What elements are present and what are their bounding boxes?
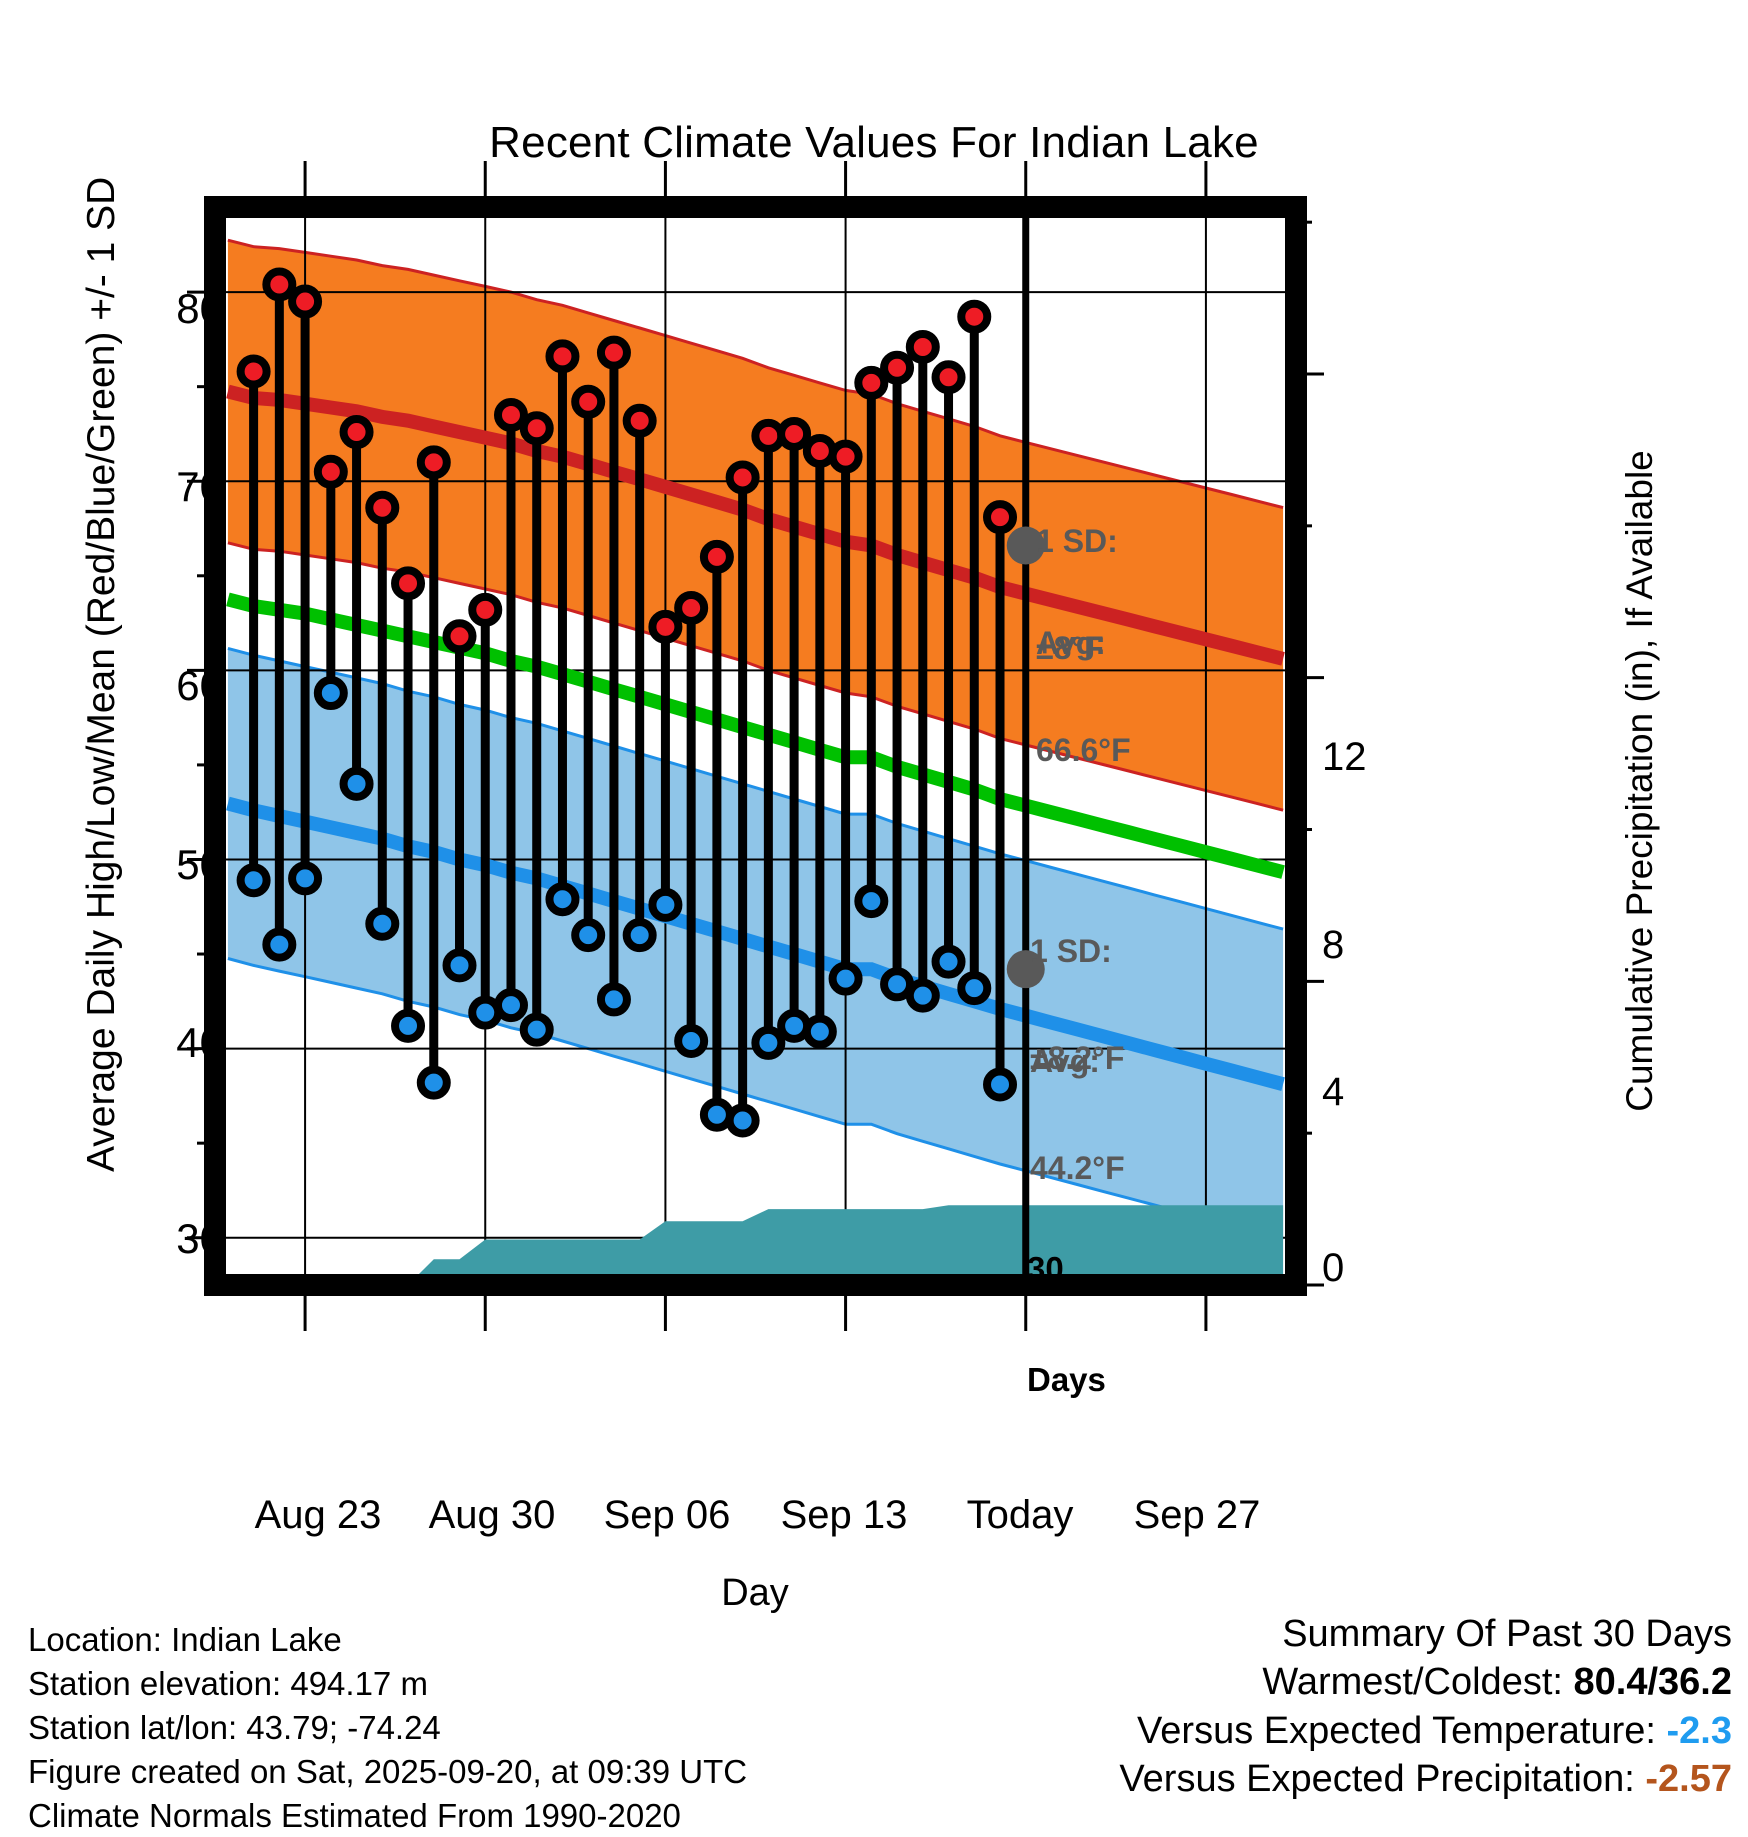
daily-high-marker bbox=[936, 364, 962, 390]
daily-high-marker bbox=[266, 272, 292, 298]
plot-content bbox=[215, 207, 1296, 1285]
daily-low-marker bbox=[627, 922, 653, 948]
daily-low-marker bbox=[601, 986, 627, 1012]
summary-vs-temperature: Versus Expected Temperature: -2.3 bbox=[1119, 1707, 1732, 1755]
daily-low-marker bbox=[344, 771, 370, 797]
daily-high-marker bbox=[575, 389, 601, 415]
daily-low-marker bbox=[833, 966, 859, 992]
annotation-today-window: 30 Days bbox=[1027, 1177, 1106, 1473]
daily-low-marker bbox=[266, 932, 292, 958]
daily-high-marker bbox=[524, 415, 550, 441]
daily-high-marker bbox=[549, 343, 575, 369]
daily-low-marker bbox=[678, 1028, 704, 1054]
daily-low-marker bbox=[730, 1107, 756, 1133]
station-metadata: Location: Indian Lake Station elevation:… bbox=[28, 1618, 747, 1837]
daily-high-marker bbox=[601, 340, 627, 366]
daily-low-marker bbox=[807, 1019, 833, 1045]
metadata-location: Location: Indian Lake bbox=[28, 1618, 747, 1662]
metadata-normals: Climate Normals Estimated From 1990-2020 bbox=[28, 1794, 747, 1837]
daily-low-marker bbox=[498, 992, 524, 1018]
summary-warmest-coldest-label: Warmest/Coldest: bbox=[1262, 1661, 1563, 1703]
daily-low-marker bbox=[447, 952, 473, 978]
daily-low-marker bbox=[652, 892, 678, 918]
daily-high-marker bbox=[395, 570, 421, 596]
daily-low-marker bbox=[369, 911, 395, 937]
daily-low-marker bbox=[421, 1070, 447, 1096]
daily-low-marker bbox=[549, 886, 575, 912]
daily-high-marker bbox=[884, 355, 910, 381]
daily-low-marker bbox=[936, 949, 962, 975]
daily-high-marker bbox=[627, 408, 653, 434]
daily-high-marker bbox=[858, 370, 884, 396]
summary-warmest-coldest: Warmest/Coldest: 80.4/36.2 bbox=[1119, 1658, 1732, 1706]
summary-panel: Summary Of Past 30 Days Warmest/Coldest:… bbox=[1119, 1610, 1732, 1803]
metadata-elevation: Station elevation: 494.17 m bbox=[28, 1662, 747, 1706]
daily-high-marker bbox=[447, 623, 473, 649]
summary-vs-temperature-value: -2.3 bbox=[1667, 1710, 1732, 1752]
summary-vs-precipitation-value: -2.57 bbox=[1645, 1758, 1732, 1800]
daily-high-marker bbox=[730, 464, 756, 490]
daily-high-marker bbox=[781, 421, 807, 447]
daily-low-marker bbox=[318, 680, 344, 706]
daily-high-marker bbox=[652, 614, 678, 640]
daily-high-marker bbox=[498, 402, 524, 428]
metadata-created: Figure created on Sat, 2025-09-20, at 09… bbox=[28, 1750, 747, 1794]
daily-low-marker bbox=[395, 1013, 421, 1039]
summary-vs-precipitation-label: Versus Expected Precipitation: bbox=[1119, 1758, 1634, 1800]
daily-low-marker bbox=[961, 975, 987, 1001]
metadata-latlon: Station lat/lon: 43.79; -74.24 bbox=[28, 1706, 747, 1750]
daily-high-marker bbox=[421, 449, 447, 475]
daily-high-marker bbox=[318, 459, 344, 485]
summary-vs-temperature-label: Versus Expected Temperature: bbox=[1137, 1710, 1656, 1752]
daily-low-marker bbox=[524, 1017, 550, 1043]
daily-high-marker bbox=[987, 504, 1013, 530]
daily-low-marker bbox=[575, 922, 601, 948]
summary-vs-precipitation: Versus Expected Precipitation: -2.57 bbox=[1119, 1755, 1732, 1803]
daily-low-marker bbox=[241, 867, 267, 893]
daily-low-marker bbox=[755, 1030, 781, 1056]
daily-high-marker bbox=[910, 334, 936, 360]
daily-high-marker bbox=[961, 304, 987, 330]
daily-high-marker bbox=[292, 289, 318, 315]
daily-high-marker bbox=[472, 597, 498, 623]
daily-high-marker bbox=[344, 419, 370, 445]
daily-high-marker bbox=[833, 444, 859, 470]
daily-high-marker bbox=[241, 359, 267, 385]
daily-low-marker bbox=[292, 865, 318, 891]
daily-low-marker bbox=[858, 888, 884, 914]
summary-warmest-coldest-value: 80.4/36.2 bbox=[1574, 1661, 1732, 1703]
daily-low-marker bbox=[910, 983, 936, 1009]
daily-low-marker bbox=[987, 1072, 1013, 1098]
daily-high-marker bbox=[678, 595, 704, 621]
annotation-high-avg: Avg: 66.6°F bbox=[1036, 554, 1131, 841]
daily-high-marker bbox=[369, 495, 395, 521]
summary-heading: Summary Of Past 30 Days bbox=[1119, 1610, 1732, 1658]
daily-high-marker bbox=[704, 544, 730, 570]
